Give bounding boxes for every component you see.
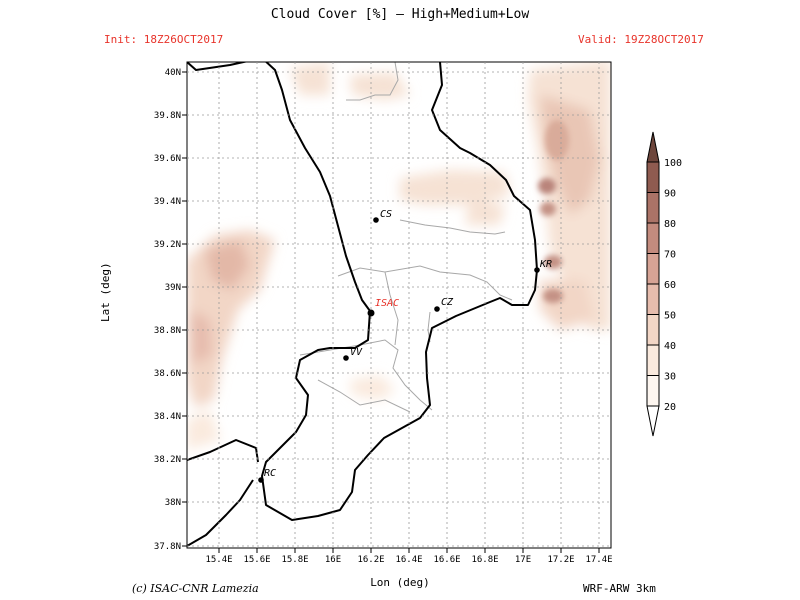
colorbar-box bbox=[646, 192, 660, 224]
colorbar-top-triangle bbox=[646, 131, 660, 163]
city-label-cz: CZ bbox=[441, 297, 454, 308]
city-marker-cs bbox=[373, 217, 379, 223]
colorbar-label: 50 bbox=[664, 311, 676, 322]
y-tick-label: 38.6N bbox=[154, 369, 181, 379]
colorbar-label: 30 bbox=[664, 372, 676, 383]
colorbar-box bbox=[646, 344, 660, 376]
y-tick-label: 40N bbox=[165, 68, 181, 78]
x-tick-label: 15.6E bbox=[243, 555, 270, 565]
colorbar-label: 70 bbox=[664, 250, 676, 261]
colorbar-box bbox=[646, 161, 660, 193]
colorbar-label: 90 bbox=[664, 189, 676, 200]
city-marker-cz bbox=[434, 306, 440, 312]
y-tick-label: 39.6N bbox=[154, 154, 181, 164]
colorbar-box bbox=[646, 283, 660, 315]
y-tick-label: 39.8N bbox=[154, 111, 181, 121]
city-label-kr: KR bbox=[539, 259, 552, 270]
x-tick-label: 17E bbox=[515, 555, 531, 565]
colorbar-label: 60 bbox=[664, 280, 676, 291]
y-tick-label: 39.2N bbox=[154, 240, 181, 250]
colorbar: 100 90 80 70 60 50 40 30 20 bbox=[646, 131, 682, 437]
map-border bbox=[186, 61, 612, 549]
init-time: Init: 18Z26OCT2017 bbox=[104, 33, 224, 46]
y-tick-label: 38.4N bbox=[154, 412, 181, 422]
x-tick-label: 16.6E bbox=[433, 555, 460, 565]
colorbar-box bbox=[646, 314, 660, 346]
y-tick-label: 38.8N bbox=[154, 326, 181, 336]
y-tick-label: 38N bbox=[165, 498, 181, 508]
x-tick-label: 16E bbox=[325, 555, 341, 565]
colorbar-box bbox=[646, 253, 660, 285]
x-tick-label: 16.2E bbox=[357, 555, 384, 565]
colorbar-label: 80 bbox=[664, 219, 676, 230]
x-axis-label: Lon (deg) bbox=[370, 576, 430, 589]
city-label-isac: ISAC bbox=[375, 298, 399, 309]
y-tick-label: 39N bbox=[165, 283, 181, 293]
colorbar-box bbox=[646, 375, 660, 407]
colorbar-label: 100 bbox=[664, 158, 682, 169]
cloud-cover-shading bbox=[187, 62, 611, 450]
x-tick-label: 16.4E bbox=[395, 555, 422, 565]
city-marker-rc bbox=[258, 477, 264, 483]
x-tick-label: 17.2E bbox=[547, 555, 574, 565]
map-title: Cloud Cover [%] — High+Medium+Low bbox=[270, 7, 530, 22]
y-tick-label: 39.4N bbox=[154, 197, 181, 207]
valid-time: Valid: 19Z28OCT2017 bbox=[578, 33, 704, 46]
colorbar-box bbox=[646, 222, 660, 254]
y-tick-label: 37.8N bbox=[154, 542, 181, 552]
colorbar-label: 20 bbox=[664, 402, 676, 413]
x-tick-label: 16.8E bbox=[471, 555, 498, 565]
city-marker-vv bbox=[343, 355, 349, 361]
city-label-cs: CS bbox=[380, 209, 392, 220]
y-tick-labels: 40N 39.8N 39.6N 39.4N 39.2N 39N 38.8N 38.6N 38.4… bbox=[154, 68, 181, 552]
colorbar-bottom-triangle bbox=[646, 405, 660, 437]
city-marker-isac bbox=[367, 309, 375, 317]
city-label-vv: VV bbox=[350, 347, 363, 358]
model-name: WRF-ARW 3km bbox=[583, 582, 656, 595]
graticule bbox=[187, 62, 611, 548]
colorbar-label: 40 bbox=[664, 341, 676, 352]
city-markers: CS KR ISAC CZ VV RC bbox=[258, 209, 552, 483]
y-tick-label: 38.2N bbox=[154, 455, 181, 465]
x-tick-label: 15.4E bbox=[205, 555, 232, 565]
copyright-text: (c) ISAC-CNR Lamezia bbox=[132, 582, 259, 595]
x-tick-label: 17.4E bbox=[585, 555, 612, 565]
y-axis-label: Lat (deg) bbox=[99, 262, 112, 322]
city-label-rc: RC bbox=[264, 468, 276, 479]
x-tick-label: 15.8E bbox=[281, 555, 308, 565]
city-marker-kr bbox=[534, 267, 540, 273]
axis-ticks bbox=[182, 71, 600, 553]
x-tick-labels: 15.4E 15.6E 15.8E 16E 16.2E 16.4E 16.6E 16.8E 17… bbox=[205, 555, 612, 565]
